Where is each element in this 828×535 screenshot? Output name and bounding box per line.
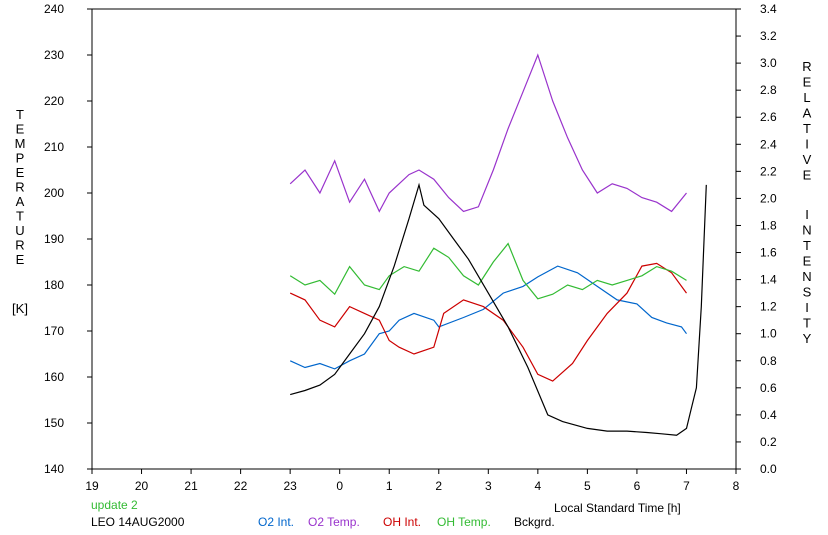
y-right-tick-label: 1.4 (760, 273, 777, 287)
y-right-tick-label: 1.8 (760, 218, 777, 232)
y-left-tick-label: 150 (44, 416, 64, 430)
y-right-title-letter: I (805, 137, 809, 152)
x-tick-label: 4 (535, 479, 542, 493)
y-right-title-letter: Y (803, 331, 812, 346)
x-tick-label: 2 (435, 479, 442, 493)
series-line-o2-int (289, 265, 687, 370)
x-tick-label: 23 (283, 479, 297, 493)
station-annotation: LEO 14AUG2000 (91, 515, 185, 529)
legend-item-o2-int: O2 Int. (258, 515, 294, 529)
y-right-title-letter: T (803, 121, 811, 136)
y-axis-left: 140 150 160 170 180 190 200 210 220 230 240 (44, 2, 92, 476)
y-left-tick-label: 160 (44, 370, 64, 384)
y-left-title-letter: U (15, 223, 24, 238)
y-left-title-letter: R (15, 180, 24, 195)
legend-item-oh-temp: OH Temp. (437, 515, 491, 529)
y-right-title-letter: E (803, 254, 812, 269)
y-right-tick-label: 0.2 (760, 435, 777, 449)
y-right-tick-label: 1.2 (760, 300, 777, 314)
y-left-title-letter: T (16, 209, 24, 224)
x-tick-label: 22 (234, 479, 248, 493)
x-axis: 19 20 21 22 23 0 1 2 3 4 5 6 7 8 (85, 469, 740, 493)
y-right-title-letter: I (805, 207, 809, 222)
y-right-title-letter: R (802, 59, 811, 74)
y-left-tick-label: 140 (44, 462, 64, 476)
y-right-title-letter: A (803, 106, 812, 121)
y-axis-right: 0.0 0.2 0.4 0.6 0.8 1.0 1.2 1.4 1.6 1.8 2.0 2.2 2.4 2… (736, 2, 777, 476)
y-right-tick-label: 3.4 (760, 2, 777, 16)
y-right-title-letter: N (802, 223, 811, 238)
legend: O2 Int. O2 Temp. OH Int. OH Temp. Bckgrd. (258, 515, 555, 529)
y-left-tick-label: 180 (44, 278, 64, 292)
y-left-title-letter: E (16, 252, 25, 267)
y-left-tick-label: 220 (44, 94, 64, 108)
legend-item-oh-int: OH Int. (383, 515, 421, 529)
y-left-title-letter: A (16, 194, 25, 209)
series-line-bckgrd (290, 182, 707, 436)
y-right-tick-label: 1.6 (760, 246, 777, 260)
y-right-title-letter: V (803, 152, 812, 167)
y-right-tick-label: 0.4 (760, 408, 777, 422)
y-left-tick-label: 240 (44, 2, 64, 16)
y-right-tick-label: 0.0 (760, 462, 777, 476)
x-tick-label: 0 (336, 479, 343, 493)
x-tick-label: 5 (584, 479, 591, 493)
y-left-tick-label: 230 (44, 48, 64, 62)
x-tick-label: 8 (733, 479, 740, 493)
y-left-title-letter: P (16, 151, 25, 166)
x-tick-label: 3 (485, 479, 492, 493)
y-left-tick-label: 210 (44, 140, 64, 154)
y-right-tick-label: 2.0 (760, 191, 777, 205)
y-right-title-letter: L (803, 90, 810, 105)
x-tick-label: 20 (135, 479, 149, 493)
x-tick-label: 19 (85, 479, 99, 493)
y-right-tick-label: 2.4 (760, 137, 777, 151)
series-line-oh-int (289, 262, 687, 382)
series-layer (289, 53, 707, 436)
x-tick-label: 1 (386, 479, 393, 493)
y-right-tick-label: 1.0 (760, 327, 777, 341)
series-line-oh-temp (289, 242, 687, 300)
y-left-title-letter: E (16, 165, 25, 180)
y-left-title-letter: R (15, 238, 24, 253)
y-left-title-letter: T (16, 107, 24, 122)
plot-frame (91, 8, 737, 470)
y-right-title-letter: T (803, 316, 811, 331)
series-line-o2-temp (289, 53, 687, 213)
y-right-tick-label: 3.0 (760, 56, 777, 70)
y-right-title-letter: T (803, 238, 811, 253)
y-right-title-letter: N (802, 269, 811, 284)
y-right-title-letter: I (805, 300, 809, 315)
y-left-tick-label: 200 (44, 186, 64, 200)
y-right-title-letter: E (803, 75, 812, 90)
y-left-title-letter: E (16, 122, 25, 137)
y-right-tick-label: 2.8 (760, 83, 777, 97)
y-left-tick-label: 170 (44, 324, 64, 338)
y-right-tick-label: 0.8 (760, 354, 777, 368)
y-right-tick-label: 0.6 (760, 381, 777, 395)
x-tick-label: 7 (683, 479, 690, 493)
y-right-title-letter: E (803, 168, 812, 183)
y-right-title-letter: S (803, 285, 812, 300)
y-left-title-letter: M (15, 136, 26, 151)
y-axis-left-unit: [K] (12, 301, 28, 316)
y-right-tick-label: 2.6 (760, 110, 777, 124)
y-right-tick-label: 3.2 (760, 29, 777, 43)
x-axis-title: Local Standard Time [h] (554, 501, 681, 515)
y-left-tick-label: 190 (44, 232, 64, 246)
update-annotation: update 2 (91, 498, 138, 512)
legend-item-bckgrd: Bckgrd. (514, 515, 555, 529)
y-right-tick-label: 2.2 (760, 164, 777, 178)
x-tick-label: 21 (184, 479, 198, 493)
legend-item-o2-temp: O2 Temp. (308, 515, 360, 529)
x-tick-label: 6 (634, 479, 641, 493)
